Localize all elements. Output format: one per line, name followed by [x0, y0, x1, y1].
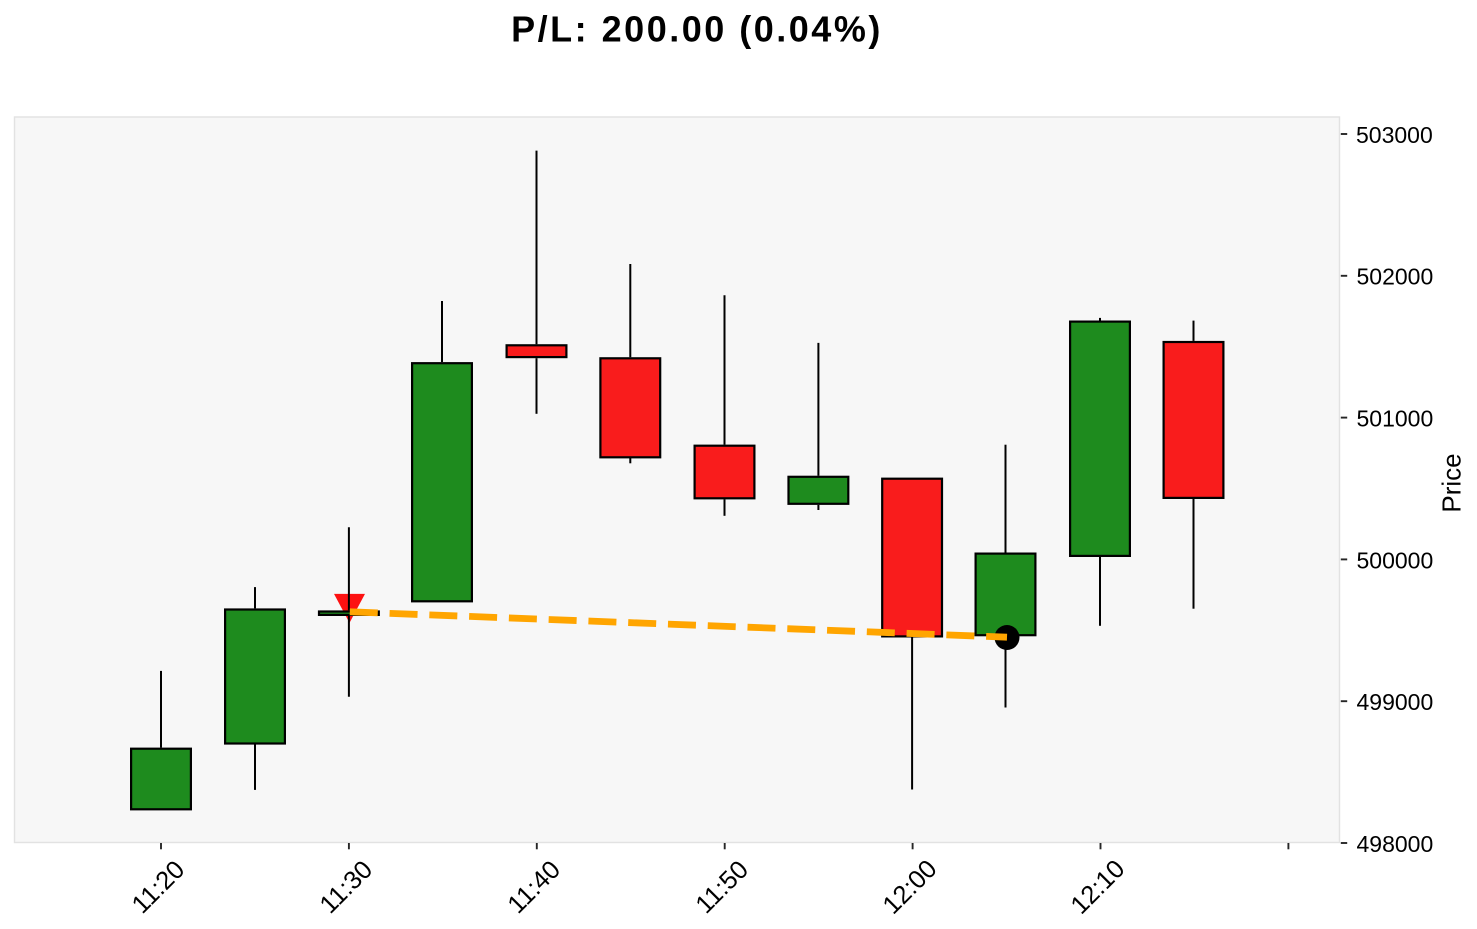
svg-text:501000: 501000: [1357, 406, 1434, 432]
svg-text:500000: 500000: [1357, 547, 1434, 573]
svg-text:502000: 502000: [1357, 264, 1434, 290]
svg-text:P/L: 200.00 (0.04%): P/L: 200.00 (0.04%): [511, 9, 883, 50]
svg-text:Price: Price: [1437, 453, 1467, 512]
svg-text:499000: 499000: [1357, 689, 1434, 715]
svg-text:503000: 503000: [1356, 122, 1433, 148]
svg-text:498000: 498000: [1357, 831, 1434, 857]
